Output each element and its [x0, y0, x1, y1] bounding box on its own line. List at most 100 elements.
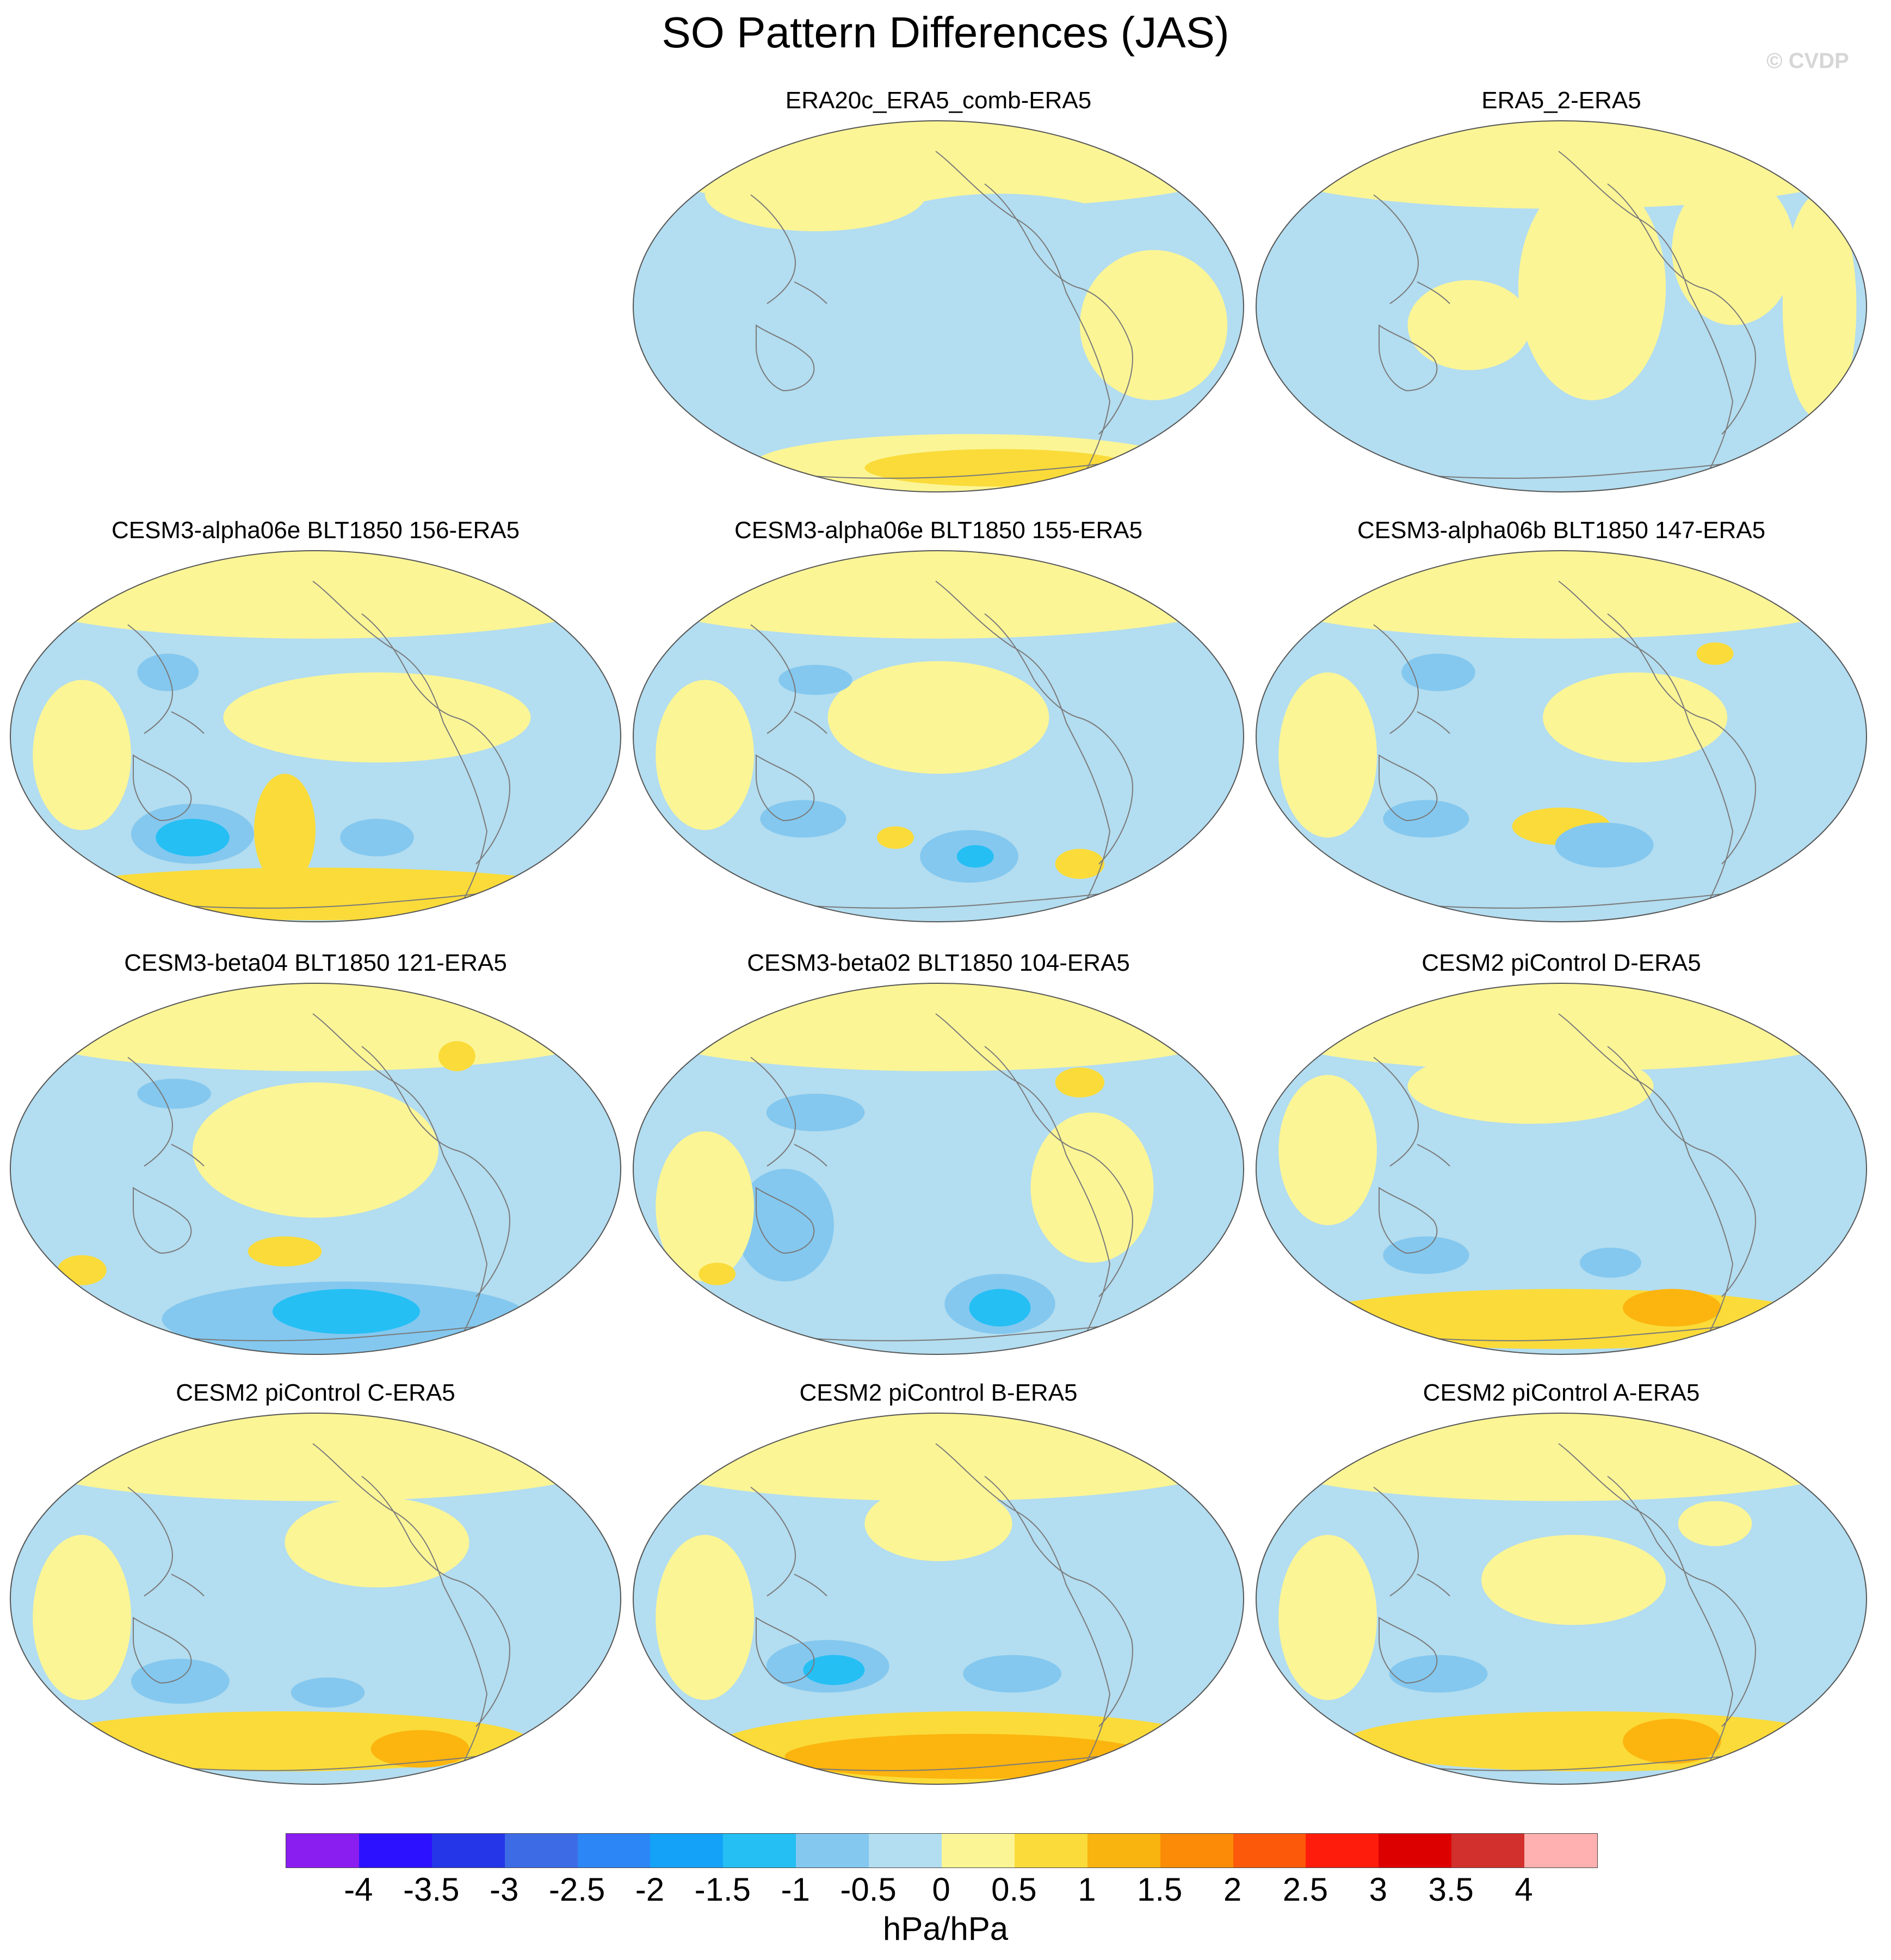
coastline: [1700, 1149, 1756, 1297]
coastline: [935, 1443, 1111, 1771]
robinson-map: [633, 120, 1244, 492]
anomaly-region: [656, 1534, 754, 1700]
coastline: [171, 1144, 205, 1167]
robinson-map: [1256, 1413, 1867, 1785]
anomaly-region: [963, 1655, 1061, 1693]
anomaly-region: [1079, 250, 1228, 400]
anomaly-region: [285, 1497, 469, 1588]
anomaly-region: [1055, 1067, 1105, 1098]
colorbar-swatch: [577, 1834, 651, 1867]
coastline: [1417, 281, 1450, 304]
coastline: [984, 1046, 1078, 1150]
anomaly-region: [10, 983, 621, 1071]
anomaly-region: [633, 983, 1244, 1071]
anomaly-region: [864, 1486, 1012, 1561]
robinson-map: [1256, 550, 1867, 922]
colorbar-tick-label: 3.5: [1428, 1871, 1474, 1908]
panel-title: CESM3-beta02 BLT1850 104-ERA5: [747, 950, 1130, 976]
coastline: [1607, 1476, 1701, 1580]
coastline: [361, 1476, 455, 1580]
coastline: [984, 613, 1078, 718]
robinson-map: [10, 983, 621, 1355]
anomaly-region: [1383, 800, 1469, 838]
coastline: [756, 754, 815, 822]
anomaly-region: [137, 654, 199, 692]
coastline: [794, 281, 827, 304]
map-outline: [1256, 983, 1867, 1355]
coastline: [935, 581, 1111, 908]
anomaly-region: [131, 1659, 230, 1704]
colorbar-swatch: [504, 1834, 578, 1867]
coastline: [133, 754, 192, 822]
panel-title: CESM3-alpha06b BLT1850 147-ERA5: [1357, 517, 1766, 544]
coastline: [794, 1144, 827, 1167]
coastline: [1077, 287, 1133, 435]
anomaly-region: [1481, 1534, 1666, 1625]
anomaly-region: [877, 826, 914, 849]
colorbar-swatch: [723, 1834, 796, 1867]
colorbar-tick-label: -0.5: [840, 1871, 897, 1908]
coastline: [361, 613, 455, 718]
map-panel: CESM3-alpha06b BLT1850 147-ERA5: [1254, 517, 1869, 941]
colorbar-swatch: [1233, 1834, 1306, 1867]
anomaly-region: [223, 672, 531, 763]
coastline: [935, 1013, 1111, 1341]
anomaly-region: [438, 1041, 475, 1071]
coastline: [1379, 1187, 1438, 1254]
coastline: [171, 1574, 205, 1597]
map-panel: ERA5_2-ERA5: [1254, 87, 1869, 511]
anomaly-region: [33, 1534, 131, 1700]
colorbar: [286, 1833, 1598, 1868]
colorbar-tick-label: -1.5: [694, 1871, 751, 1908]
coastline: [1077, 717, 1133, 865]
anomaly-region: [656, 1131, 754, 1281]
anomaly-region: [1389, 1655, 1488, 1693]
panel-title: CESM2 piControl C-ERA5: [176, 1379, 455, 1406]
coastline: [1077, 1579, 1133, 1727]
coastline: [935, 151, 1111, 478]
map-outline: [633, 550, 1244, 922]
robinson-map: [633, 550, 1244, 922]
panel-title: ERA20c_ERA5_comb-ERA5: [785, 87, 1092, 114]
colorbar-tick-label: -4: [344, 1871, 373, 1908]
coastline: [1417, 1144, 1450, 1167]
colorbar-tick-label: -2: [635, 1871, 665, 1908]
colorbar-tick-label: 0.5: [991, 1871, 1037, 1908]
coastline: [454, 1579, 510, 1727]
colorbar-swatch: [1014, 1834, 1087, 1867]
robinson-map: [10, 1413, 621, 1785]
coastline: [133, 1617, 192, 1684]
anomaly-region: [450, 875, 549, 913]
coastline: [1373, 1057, 1419, 1167]
anomaly-region: [864, 449, 1135, 487]
coastline: [127, 1057, 173, 1167]
anomaly-region: [1278, 1075, 1377, 1225]
map-panel: CESM3-beta02 BLT1850 104-ERA5: [631, 950, 1246, 1374]
coastline: [127, 1487, 173, 1597]
anomaly-region: [1256, 551, 1867, 639]
coastline: [756, 1187, 815, 1254]
anomaly-region: [760, 800, 846, 838]
anomaly-region: [272, 1289, 421, 1334]
robinson-map: [1256, 120, 1867, 492]
anomaly-region: [137, 1078, 211, 1109]
anomaly-region: [827, 661, 1049, 774]
colorbar-swatch: [650, 1834, 724, 1867]
colorbar-tick-label: 3: [1369, 1871, 1388, 1908]
anomaly-region: [57, 1255, 107, 1285]
anomaly-region: [778, 664, 852, 695]
anomaly-region: [1030, 1112, 1154, 1263]
robinson-map: [633, 983, 1244, 1355]
map-outline: [1256, 550, 1867, 922]
anomaly-region: [254, 774, 316, 886]
panel-title: CESM3-beta04 BLT1850 121-ERA5: [124, 950, 507, 976]
anomaly-region: [1346, 1711, 1838, 1772]
coastline: [1607, 183, 1701, 288]
coastline: [750, 1057, 796, 1167]
colorbar-swatch: [1087, 1834, 1160, 1867]
colorbar-tick-label: -3.5: [403, 1871, 460, 1908]
colorbar-swatch: [1524, 1834, 1598, 1867]
coastline: [1379, 324, 1438, 392]
coastline: [133, 1187, 192, 1254]
coastline: [454, 1149, 510, 1297]
